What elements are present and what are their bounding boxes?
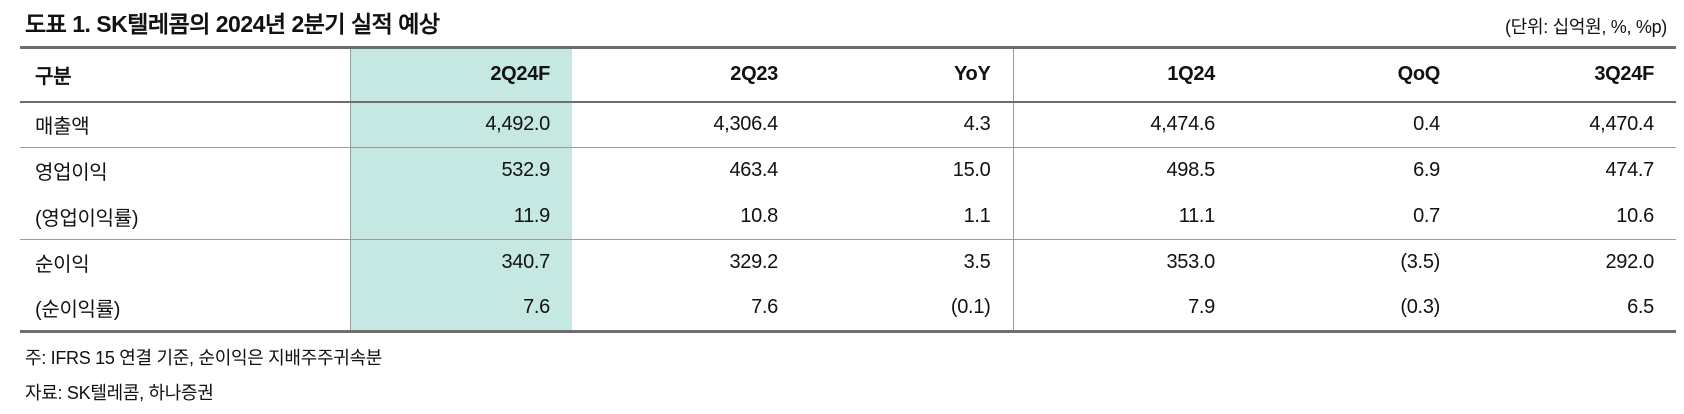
unit-note: (단위: 십억원, %, %p) [1504, 17, 1667, 37]
column-header-3q24f: 3Q24F [1594, 63, 1654, 86]
value-cell: 292.0 [1605, 251, 1654, 274]
table-header-row: 구분 2Q24F 2Q23 YoY 1Q24 QoQ 3Q24F [20, 47, 1676, 102]
table-row-operating-margin: (영업이익률) 11.9 10.8 1.1 11.1 0.7 10.6 [20, 193, 1676, 240]
column-header-2q23: 2Q23 [730, 63, 778, 86]
figure-title: 도표 1. SK텔레콤의 2024년 2분기 실적 예상 [25, 11, 440, 37]
value-cell: 0.4 [1413, 113, 1440, 136]
value-cell: 474.7 [1605, 159, 1654, 182]
value-cell: 3.5 [963, 251, 991, 274]
column-header-2q24f: 2Q24F [349, 47, 572, 102]
table-row-revenue: 매출액 4,492.0 4,306.4 4.3 4,474.6 0.4 4,47… [20, 101, 1676, 148]
value-cell: 7.6 [751, 296, 778, 319]
column-header-gubun: 구분 [35, 66, 72, 89]
note-line: 주: IFRS 15 연결 기준, 순이익은 지배주주귀속분 [25, 348, 382, 368]
value-cell: 6.9 [1413, 159, 1440, 182]
value-cell: 15.0 [952, 159, 991, 182]
value-cell: 7.9 [1012, 285, 1237, 332]
value-cell: 353.0 [1012, 239, 1237, 286]
earnings-table: 구분 2Q24F 2Q23 YoY 1Q24 QoQ 3Q24F 매출액 4,4… [20, 46, 1676, 333]
value-cell: (0.1) [950, 296, 991, 319]
row-label: (순이익률) [35, 299, 121, 322]
source-line: 자료: SK텔레콤, 하나증권 [25, 383, 214, 403]
value-cell: (0.3) [1400, 296, 1440, 319]
value-cell: 4,470.4 [1589, 113, 1654, 136]
value-cell: 10.8 [740, 204, 778, 227]
value-cell: 6.5 [1627, 296, 1654, 319]
value-cell: 10.6 [1616, 204, 1654, 227]
table-row-net-profit: 순이익 340.7 329.2 3.5 353.0 (3.5) 292.0 [20, 239, 1676, 286]
value-cell: 498.5 [1012, 147, 1237, 194]
value-cell: 1.1 [963, 204, 991, 227]
row-label: 영업이익 [35, 162, 108, 185]
row-label: 순이익 [35, 254, 90, 277]
value-cell: 11.9 [349, 193, 572, 240]
column-header-qoq: QoQ [1397, 63, 1441, 86]
value-cell: 329.2 [729, 251, 778, 274]
value-cell: 4.3 [963, 113, 991, 136]
value-cell: 4,492.0 [349, 101, 572, 148]
column-header-yoy: YoY [953, 63, 991, 86]
value-cell: 7.6 [349, 285, 572, 332]
value-cell: 4,474.6 [1012, 101, 1237, 148]
value-cell: 532.9 [349, 147, 572, 194]
value-cell: 463.4 [729, 159, 778, 182]
table-row-net-margin: (순이익률) 7.6 7.6 (0.1) 7.9 (0.3) 6.5 [20, 285, 1676, 332]
table-row-operating-profit: 영업이익 532.9 463.4 15.0 498.5 6.9 474.7 [20, 147, 1676, 194]
value-cell: 340.7 [349, 239, 572, 286]
footnotes: 주: IFRS 15 연결 기준, 순이익은 지배주주귀속분 자료: SK텔레콤… [25, 341, 382, 411]
value-cell: 11.1 [1012, 193, 1237, 240]
value-cell: (3.5) [1400, 251, 1440, 274]
value-cell: 0.7 [1413, 204, 1440, 227]
value-cell: 4,306.4 [713, 113, 778, 136]
row-label: (영업이익률) [35, 207, 139, 230]
row-label: 매출액 [35, 116, 90, 139]
column-header-1q24: 1Q24 [1012, 47, 1237, 102]
